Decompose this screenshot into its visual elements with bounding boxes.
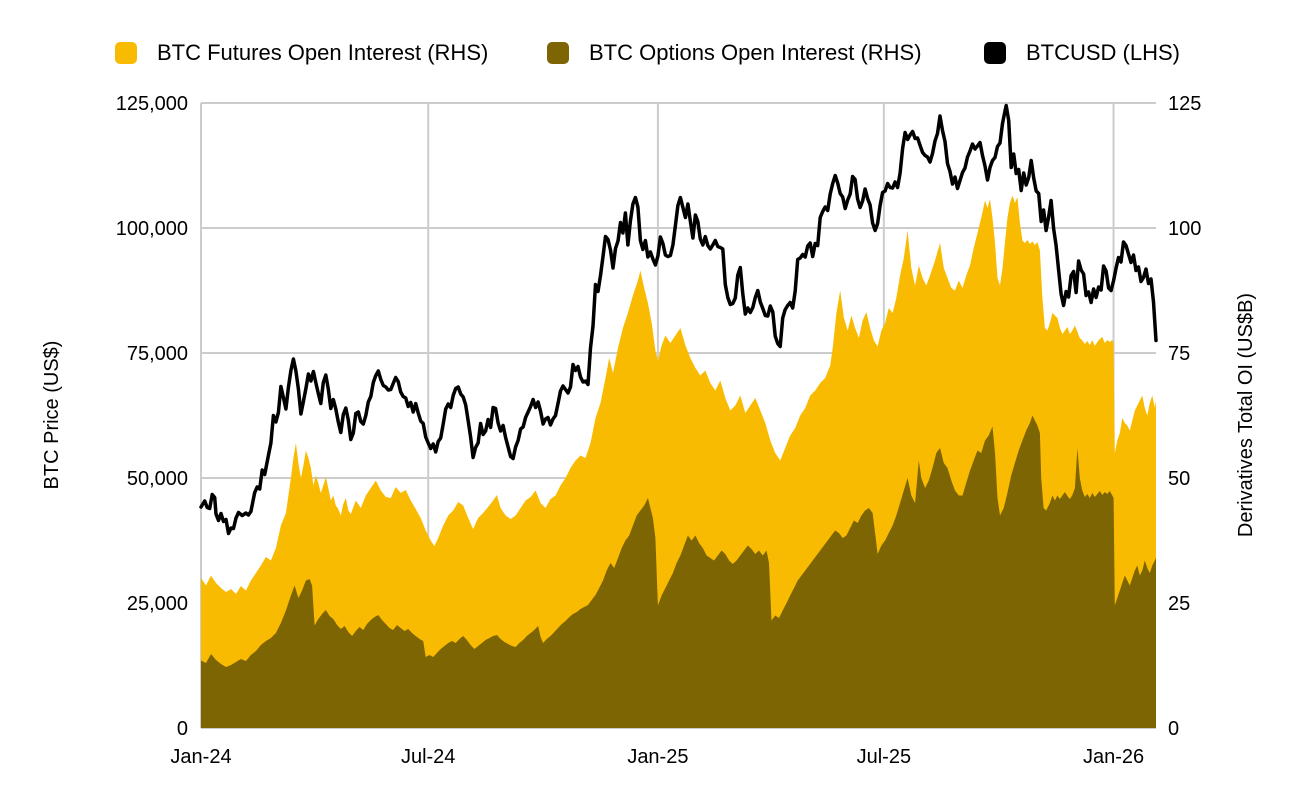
- legend-item-options: BTC Options Open Interest (RHS): [547, 40, 922, 66]
- axis-tick-labels: 0 0 25,000 25 50,000 50 75,000 75 100,000 100 125,…: [116, 93, 1202, 768]
- x-axis-tick-label: Jul-24: [401, 746, 455, 768]
- right-axis-tick-label: 100: [1168, 218, 1201, 240]
- left-axis-tick-label: 0: [177, 718, 188, 740]
- x-axis-tick-label: Jul-25: [857, 746, 911, 768]
- legend-label-btcusd: BTCUSD (LHS): [1026, 40, 1181, 65]
- btcusd-legend-swatch-icon: [984, 42, 1006, 64]
- options-oi-area: [201, 415, 1156, 728]
- right-axis-tick-label: 75: [1168, 343, 1190, 365]
- btcusd-price-line: [199, 103, 1158, 536]
- legend-item-btcusd: BTCUSD (LHS): [984, 40, 1180, 66]
- left-axis-tick-label: 25,000: [127, 593, 188, 615]
- right-axis-title: Derivatives Total OI (US$B): [1235, 293, 1257, 537]
- left-axis-title: BTC Price (US$): [41, 341, 63, 490]
- futures-legend-swatch-icon: [115, 42, 137, 64]
- legend-label-options: BTC Options Open Interest (RHS): [589, 40, 922, 65]
- chart-series: [199, 103, 1158, 728]
- x-axis-tick-label: Jan-26: [1083, 746, 1144, 768]
- left-axis-tick-label: 50,000: [127, 468, 188, 490]
- options-legend-swatch-icon: [547, 42, 569, 64]
- legend-label-futures: BTC Futures Open Interest (RHS): [157, 40, 489, 65]
- left-axis-tick-label: 75,000: [127, 343, 188, 365]
- left-axis-tick-label: 125,000: [116, 93, 188, 115]
- x-axis-tick-label: Jan-25: [627, 746, 688, 768]
- x-axis-tick-label: Jan-24: [170, 746, 231, 768]
- left-axis-tick-label: 100,000: [116, 218, 188, 240]
- right-axis-tick-label: 25: [1168, 593, 1190, 615]
- right-axis-tick-label: 0: [1168, 718, 1179, 740]
- right-axis-tick-label: 50: [1168, 468, 1190, 490]
- right-axis-tick-label: 125: [1168, 93, 1201, 115]
- legend-item-futures: BTC Futures Open Interest (RHS): [115, 40, 488, 66]
